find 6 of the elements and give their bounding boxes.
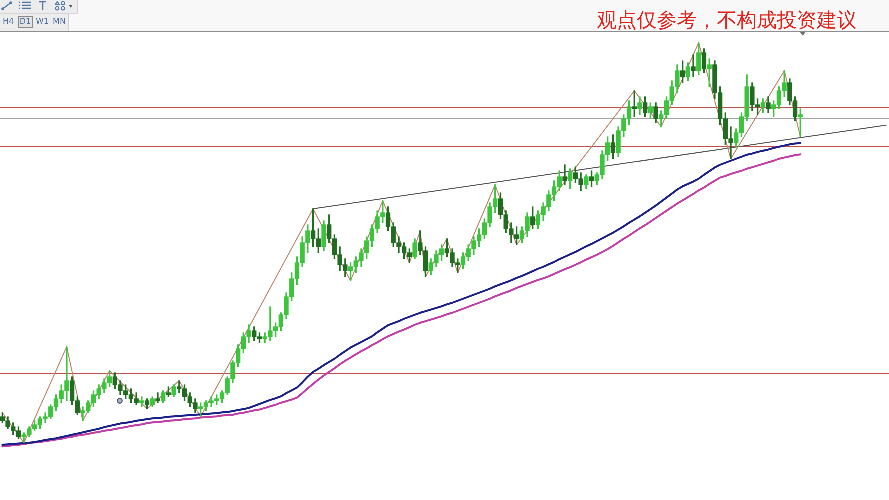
candlestick: [691, 54, 696, 78]
candlestick: [156, 392, 160, 404]
chart-title: 观点仅参考，不构成投资建议: [597, 8, 857, 32]
selected-button: D1: [18, 16, 33, 28]
toolbar: H4 D1 W1 MN 观点仅参考，不构成投资建议: [0, 0, 889, 32]
candlestick: [562, 164, 568, 186]
